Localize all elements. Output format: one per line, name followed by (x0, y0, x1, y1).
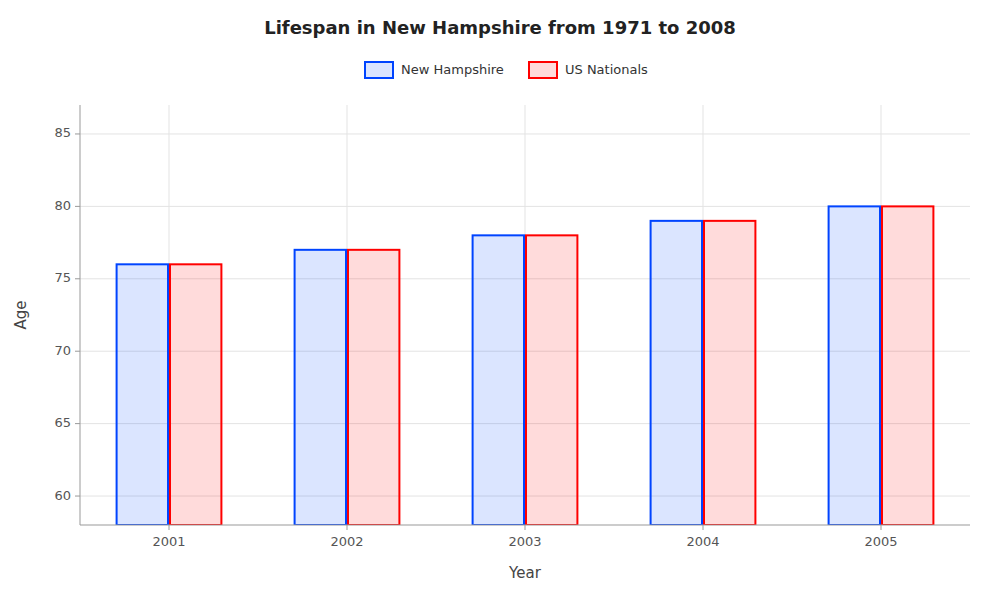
x-tick-label: 2003 (508, 534, 541, 549)
y-tick (75, 423, 80, 424)
bar (829, 206, 880, 525)
bar (473, 235, 524, 525)
bar (295, 250, 346, 525)
y-tick (75, 351, 80, 352)
y-axis-line (80, 105, 81, 525)
legend: New Hampshire US Nationals (365, 62, 648, 79)
x-axis-label: Year (508, 564, 542, 582)
y-tick-label: 85 (54, 125, 71, 140)
title: Lifespan in New Hampshire from 1971 to 2… (264, 17, 736, 38)
x-tick (703, 525, 704, 530)
x-tick-label: 2002 (330, 534, 363, 549)
y-tick (75, 133, 80, 134)
y-tick-label: 60 (54, 488, 71, 503)
x-tick (169, 525, 170, 530)
bars (117, 206, 934, 525)
y-tick-label: 75 (54, 270, 71, 285)
chart-container: 60 65 70 75 80 85 2001 2002 2003 2004 2005 Year Age L… (0, 0, 1000, 600)
legend-swatch (365, 62, 393, 78)
bar (117, 264, 168, 525)
bar (526, 235, 577, 525)
chart: 60 65 70 75 80 85 2001 2002 2003 2004 2005 Year Age L… (0, 0, 1000, 600)
y-tick-label: 70 (54, 343, 71, 358)
legend-swatch (529, 62, 557, 78)
y-axis-label: Age (12, 300, 30, 329)
y-tick (75, 206, 80, 207)
bar (170, 264, 221, 525)
y-tick-label: 65 (54, 415, 71, 430)
bar (704, 221, 755, 525)
bar (348, 250, 399, 525)
x-tick-label: 2001 (152, 534, 185, 549)
legend-label: New Hampshire (401, 62, 504, 77)
x-tick (525, 525, 526, 530)
y-tick-label: 80 (54, 198, 71, 213)
x-tick (881, 525, 882, 530)
legend-label: US Nationals (565, 62, 648, 77)
x-tick (347, 525, 348, 530)
bar (651, 221, 702, 525)
bar (882, 206, 933, 525)
x-tick-label: 2004 (686, 534, 719, 549)
y-tick (75, 278, 80, 279)
x-tick-label: 2005 (864, 534, 897, 549)
y-tick (75, 496, 80, 497)
